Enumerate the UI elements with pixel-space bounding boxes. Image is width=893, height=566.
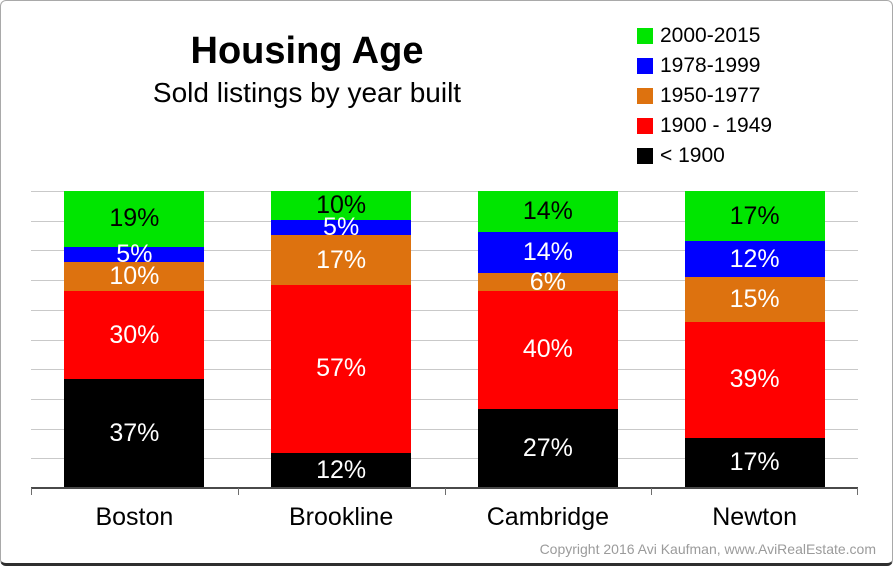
category-label-newton: Newton	[712, 503, 798, 531]
segment-value-label: 12%	[729, 244, 780, 273]
segment-value-label: 14%	[522, 238, 573, 267]
bar-segment: 17%	[684, 191, 825, 242]
bar-segment: 6%	[477, 267, 618, 296]
legend: 2000-2015 1978-1999 1950-1977 1900 - 1949 < …	[637, 21, 772, 171]
bar-segment: 37%	[64, 379, 205, 488]
bar-segment: 5%	[271, 213, 412, 242]
segment-value-label: 14%	[522, 197, 573, 226]
legend-swatch-icon	[637, 28, 653, 44]
segment-value-label: 37%	[109, 419, 160, 448]
segment-value-label: 17%	[729, 448, 780, 477]
bar-segment: 10%	[271, 191, 412, 221]
stacked-bar-boston: 19% 5% 10% 30% 37%	[64, 191, 205, 488]
segment-value-label: 6%	[529, 267, 566, 296]
category-label-boston: Boston	[95, 503, 174, 531]
gridline	[31, 369, 858, 371]
legend-item: 2000-2015	[637, 21, 772, 51]
legend-swatch-icon	[637, 148, 653, 164]
chart-title-block: Housing Age Sold listings by year built	[1, 30, 613, 109]
segment-value-label: 39%	[729, 365, 780, 394]
bar-segment: 14%	[477, 191, 618, 233]
bar-segment: 40%	[477, 290, 618, 409]
segment-value-label: 17%	[316, 245, 367, 274]
bar-segment: 5%	[64, 239, 205, 268]
segment-value-label: 57%	[316, 354, 367, 383]
copyright-text: Copyright 2016 Avi Kaufman, www.AviRealE…	[539, 541, 876, 557]
x-axis-tick	[237, 488, 239, 495]
chart-title: Housing Age	[190, 30, 424, 72]
segment-value-label: 10%	[109, 261, 160, 290]
category-label-brookline: Brookline	[289, 503, 394, 531]
bar-segment: 57%	[271, 285, 412, 453]
gridline	[31, 309, 858, 311]
legend-swatch-icon	[637, 88, 653, 104]
legend-item-label: < 1900	[660, 144, 725, 167]
gridline	[31, 280, 858, 282]
legend-item-label: 2000-2015	[660, 24, 761, 47]
bar-segment: 12%	[271, 452, 412, 488]
segment-value-label: 5%	[323, 213, 360, 242]
x-axis-tick	[31, 488, 32, 495]
legend-item-label: 1900 - 1949	[660, 114, 773, 137]
bar-segment: 30%	[64, 290, 205, 380]
bar-segment: 12%	[684, 241, 825, 278]
legend-item: 1978-1999	[637, 51, 772, 81]
stacked-bar-brookline: 10% 5% 17% 57% 12%	[271, 191, 412, 488]
segment-value-label: 5%	[116, 239, 153, 268]
segment-value-label: 17%	[729, 201, 780, 230]
legend-item: 1950-1977	[637, 81, 772, 111]
bar-segment: 10%	[64, 261, 205, 291]
gridline	[31, 339, 858, 341]
segment-value-label: 30%	[109, 320, 160, 349]
category-label-cambridge: Cambridge	[486, 503, 610, 531]
segment-value-label: 10%	[316, 191, 367, 220]
bar-segment: 17%	[684, 437, 825, 488]
segment-value-label: 12%	[316, 455, 367, 484]
bar-segment: 17%	[271, 235, 412, 286]
plot-area: 19% 5% 10% 30% 37% 10% 5% 17% 57% 12% 14% 14% 6% 40% 2…	[31, 191, 858, 495]
legend-item: 1900 - 1949	[637, 111, 772, 141]
bar-segment: 14%	[477, 232, 618, 274]
gridline	[31, 250, 858, 252]
bar-segment: 39%	[684, 321, 825, 438]
x-axis-tick	[857, 488, 858, 495]
x-axis-tick	[444, 488, 446, 495]
legend-swatch-icon	[637, 58, 653, 74]
gridline	[31, 458, 858, 460]
stacked-bar-cambridge: 14% 14% 6% 40% 27%	[477, 191, 618, 488]
legend-item: < 1900	[637, 141, 772, 171]
bar-segment: 19%	[64, 191, 205, 247]
gridline	[31, 428, 858, 430]
gridline	[31, 398, 858, 400]
legend-swatch-icon	[637, 118, 653, 134]
x-axis-labels: Boston Brookline Cambridge Newton	[31, 503, 858, 535]
legend-item-label: 1950-1977	[660, 84, 761, 107]
bar-segment: 15%	[684, 277, 825, 322]
segment-value-label: 40%	[522, 335, 573, 364]
segment-value-label: 15%	[729, 284, 780, 313]
chart-subtitle: Sold listings by year built	[152, 76, 462, 108]
gridline	[31, 191, 858, 192]
legend-item-label: 1978-1999	[660, 54, 761, 77]
segment-value-label: 27%	[522, 433, 573, 462]
gridline	[31, 220, 858, 222]
x-axis-tick	[651, 488, 653, 495]
bar-segment: 27%	[477, 408, 618, 488]
stacked-bar-newton: 17% 12% 15% 39% 17%	[684, 191, 825, 488]
segment-value-label: 19%	[109, 204, 160, 233]
